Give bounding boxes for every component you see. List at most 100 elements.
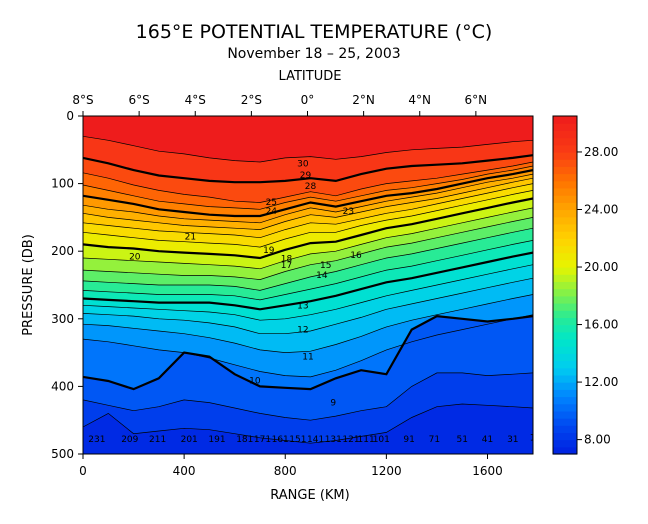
colorbar-step: [553, 353, 577, 362]
isotherm-9: [83, 372, 533, 421]
x-tick-label: 1600: [472, 464, 503, 478]
colorbar-step: [553, 144, 577, 153]
colorbar-step: [553, 317, 577, 326]
isotherm-29: [83, 135, 533, 163]
colorbar-tick-label: 8.00: [584, 433, 611, 447]
isotherm-24: [83, 173, 533, 224]
y-tick-label: 100: [51, 177, 74, 191]
colorbar-tick-label: 12.00: [584, 375, 618, 389]
temp-band-29: [83, 136, 533, 183]
colorbar-step: [553, 310, 577, 318]
colorbar-step: [553, 432, 577, 441]
contour-label-24: 181: [236, 435, 253, 445]
colorbar-tick-label: 28.00: [584, 145, 618, 159]
contour-label-20: 209: [121, 435, 138, 445]
contour-label-22: 201: [181, 435, 198, 445]
x-tick-label: 1200: [371, 464, 402, 478]
contour-label-4: 24: [266, 207, 278, 217]
colorbar-step: [553, 231, 577, 239]
colorbar: [553, 116, 577, 455]
y-tick-label: 200: [51, 244, 74, 258]
top-tick-label: 8°S: [72, 93, 93, 107]
contour-label-26: 161: [272, 435, 289, 445]
isotherm-20: [83, 197, 533, 260]
contour-label-13: 14: [316, 271, 328, 281]
contour-label-11: 16: [350, 251, 362, 261]
top-tick-label: 0°: [301, 93, 315, 107]
chart-subtitle: November 18 – 25, 2003: [227, 46, 400, 62]
isotherm-27: [83, 161, 533, 203]
colorbar-step: [553, 159, 577, 167]
contour-label-3: 25: [266, 198, 277, 208]
contour-label-7: 20: [129, 252, 141, 262]
isotherm-10: [83, 314, 533, 391]
colorbar-step: [553, 382, 577, 390]
colorbar-step: [553, 396, 577, 405]
colorbar-step: [553, 295, 577, 304]
contour-label-25: 171: [254, 435, 271, 445]
contour-label-33: 91: [403, 435, 414, 445]
colorbar-step: [553, 410, 577, 419]
colorbar-ticks: 8.00 12.00 16.00 20.00 24.00 28.00: [577, 145, 618, 447]
colorbar-frame: [552, 115, 578, 455]
y-tick-label: 400: [51, 379, 74, 393]
temp-band-14: [83, 264, 533, 334]
colorbar-step: [553, 180, 577, 189]
colorbar-step: [553, 360, 577, 369]
isotherm-26: [83, 165, 533, 210]
colorbar-step: [553, 338, 577, 347]
isotherm-8: [83, 403, 533, 444]
isotherm-lines: [83, 135, 533, 444]
contour-label-29: 131: [325, 435, 342, 445]
chart-title: 165°E POTENTIAL TEMPERATURE (°C): [136, 21, 493, 43]
contour-label-34: 71: [429, 435, 440, 445]
contour-label-19: 231: [88, 435, 105, 445]
colorbar-tick-label: 24.00: [584, 202, 618, 216]
top-tick-label: 2°S: [241, 93, 262, 107]
isotherm-21: [83, 190, 533, 248]
isotherm-13: [83, 277, 533, 335]
colorbar-step: [553, 252, 577, 261]
temp-band-12: [83, 294, 533, 377]
plot-frame: [82, 115, 534, 455]
colorbar-step: [553, 195, 577, 203]
contour-label-35: 51: [456, 435, 467, 445]
y-axis-title: PRESSURE (DB): [21, 234, 36, 336]
isotherm-18: [83, 217, 533, 280]
top-axis-label: LATITUDE: [279, 69, 342, 84]
contour-label-16: 11: [302, 352, 313, 362]
colorbar-step: [553, 137, 577, 146]
contour-label-9: 18: [281, 254, 293, 264]
temp-band-27: [83, 162, 533, 210]
isotherm-11: [83, 314, 533, 378]
contour-label-17: 10: [249, 377, 261, 387]
colorbar-tick-label: 20.00: [584, 260, 618, 274]
isotherm-19: [83, 207, 533, 270]
contour-label-5: 23: [343, 207, 354, 217]
x-tick-label: 400: [173, 464, 196, 478]
isotherm-23: [83, 177, 533, 230]
y-tick-label: 500: [51, 447, 74, 461]
contour-label-37: 31: [507, 435, 518, 445]
temp-band-8: [83, 404, 533, 454]
colorbar-step: [553, 216, 577, 225]
isotherm-17: [83, 227, 533, 291]
temp-band-13: [83, 278, 533, 353]
contour-label-30: 121: [342, 435, 359, 445]
contour-label-12: 15: [320, 261, 331, 271]
contour-label-1: 29: [300, 171, 312, 181]
colorbar-step: [553, 281, 577, 290]
top-tick-label: 4°N: [408, 93, 431, 107]
x-axis-title: RANGE (KM): [270, 488, 349, 503]
colorbar-step: [553, 418, 577, 426]
colorbar-step: [553, 446, 577, 455]
y-tick-label: 0: [66, 109, 74, 123]
x-axis: 0 400 800 1200 1600: [79, 454, 503, 478]
isotherm-22: [83, 183, 533, 239]
top-tick-label: 6°N: [465, 93, 488, 107]
colorbar-step: [553, 303, 577, 311]
colorbar-step: [553, 166, 577, 175]
contour-label-10: 17: [281, 261, 292, 271]
contour-label-28: 141: [307, 435, 324, 445]
temp-band-10: [83, 316, 533, 421]
